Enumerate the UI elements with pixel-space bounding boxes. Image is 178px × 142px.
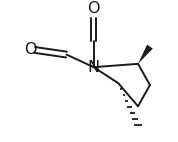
Text: N: N — [88, 60, 100, 75]
Text: O: O — [24, 42, 36, 57]
Polygon shape — [138, 45, 153, 64]
Text: O: O — [87, 1, 100, 16]
